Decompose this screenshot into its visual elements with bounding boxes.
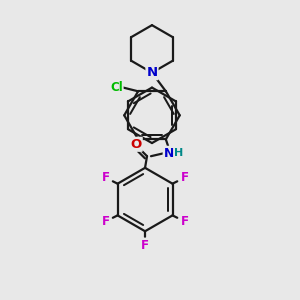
Text: F: F xyxy=(102,215,110,228)
Text: H: H xyxy=(174,148,183,158)
Text: F: F xyxy=(102,171,110,184)
Text: N: N xyxy=(164,147,174,160)
Text: F: F xyxy=(141,238,149,252)
Text: Cl: Cl xyxy=(110,81,123,94)
Text: F: F xyxy=(180,171,188,184)
Text: F: F xyxy=(180,215,188,228)
Text: O: O xyxy=(130,138,142,151)
Text: N: N xyxy=(146,66,158,79)
